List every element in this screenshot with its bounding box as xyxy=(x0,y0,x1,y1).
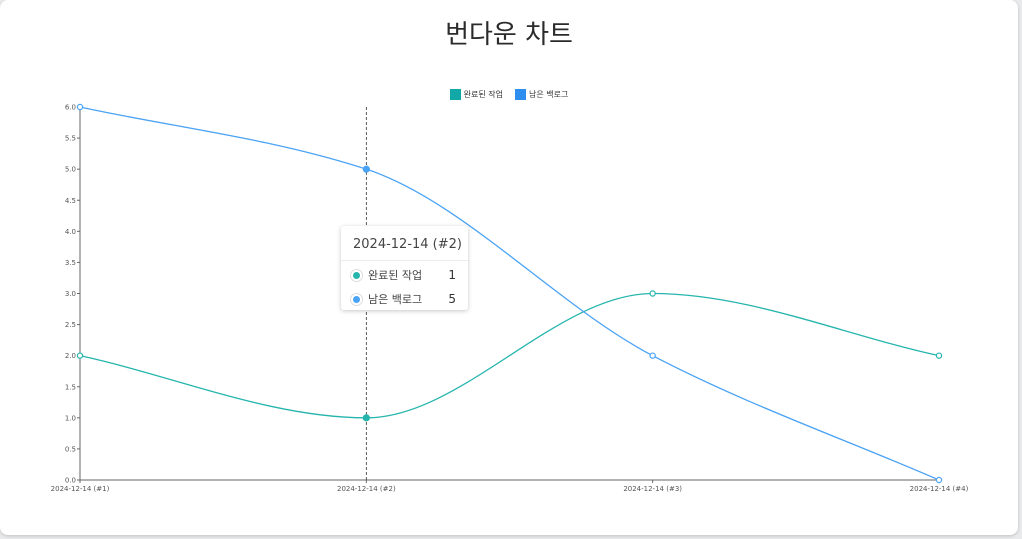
tooltip-label-completed: 완료된 작업 xyxy=(368,269,423,282)
tooltip-label-remaining: 남은 백로그 xyxy=(368,293,423,306)
x-tick-label: 2024-12-14 (#1) xyxy=(51,485,110,493)
y-tick-label: 0.0 xyxy=(65,477,76,485)
data-point-completed xyxy=(76,352,84,359)
legend-item-completed[interactable]: 완료된 작업 xyxy=(449,89,503,100)
tooltip-row-completed: 완료된 작업 1 xyxy=(341,265,468,285)
y-tick-label: 1.0 xyxy=(65,414,76,422)
series-line-completed xyxy=(79,292,940,419)
y-tick-label: 5.0 xyxy=(65,166,76,174)
data-point-remaining xyxy=(362,165,370,173)
tooltip-row-remaining: 남은 백로그 5 xyxy=(341,289,468,309)
series-line-remaining xyxy=(79,106,940,481)
legend-swatch-remaining xyxy=(515,89,526,100)
y-tick-label: 2.0 xyxy=(65,352,76,360)
chart-title: 번다운 차트 xyxy=(445,20,573,50)
x-tick-label: 2024-12-14 (#2) xyxy=(337,485,396,493)
data-point-remaining xyxy=(76,103,84,111)
legend-label-remaining: 남은 백로그 xyxy=(529,90,569,99)
tooltip-value-completed: 1 xyxy=(448,268,456,282)
chart-legend: 완료된 작업 남은 백로그 xyxy=(0,89,1018,100)
y-tick-label: 6.0 xyxy=(65,104,76,112)
y-tick-label: 4.5 xyxy=(65,197,76,205)
y-tick-label: 5.5 xyxy=(65,135,76,143)
data-point-remaining xyxy=(935,476,943,484)
y-tick-label: 4.0 xyxy=(65,228,76,236)
tooltip-title: 2024-12-14 (#2) xyxy=(341,226,468,261)
tooltip-value-remaining: 5 xyxy=(448,292,456,306)
tooltip-dot-completed xyxy=(353,271,360,279)
y-tick-label: 3.0 xyxy=(65,290,76,298)
y-tick-label: 0.5 xyxy=(65,445,76,453)
legend-swatch-completed xyxy=(449,89,461,100)
y-tick-label: 3.5 xyxy=(65,259,76,267)
data-point-completed xyxy=(935,352,943,359)
legend-item-remaining[interactable]: 남은 백로그 xyxy=(515,89,568,100)
x-tick-label: 2024-12-14 (#4) xyxy=(910,485,969,493)
x-tick-label: 2024-12-14 (#3) xyxy=(623,485,682,493)
chart-tooltip: 2024-12-14 (#2) 완료된 작업 1 남은 백로그 5 xyxy=(341,226,468,310)
legend-label-completed: 완료된 작업 xyxy=(463,90,503,99)
y-tick-label: 1.5 xyxy=(65,383,76,391)
y-tick-label: 2.5 xyxy=(65,321,76,329)
tooltip-dot-remaining xyxy=(353,295,360,303)
data-point-completed xyxy=(649,290,656,297)
data-point-completed xyxy=(362,414,370,422)
data-point-remaining xyxy=(649,352,656,359)
